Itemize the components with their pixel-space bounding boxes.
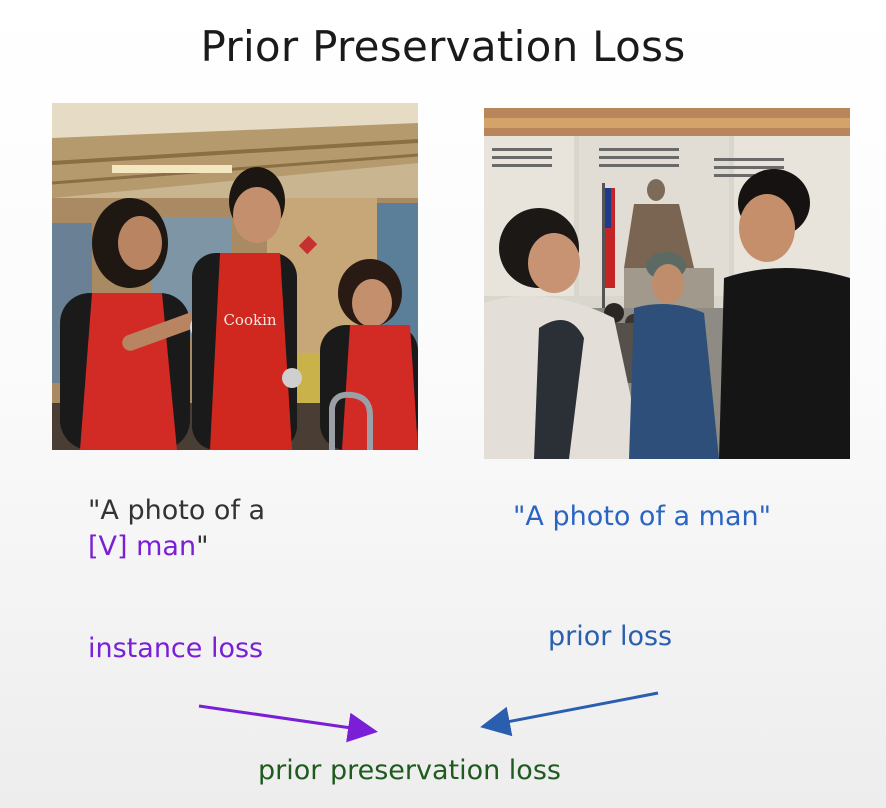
- instance-prompt: "A photo of a [V] man": [88, 493, 265, 565]
- instance-prompt-line1: "A photo of a: [88, 495, 266, 526]
- identifier-token: [V] man: [88, 531, 197, 562]
- instance-prompt-close-quote: ": [196, 531, 209, 562]
- instance-photo: Cookin: [52, 103, 418, 450]
- prior-preservation-loss-label: prior preservation loss: [258, 755, 561, 786]
- prior-loss-arrow: [480, 691, 659, 737]
- instance-prompt-line2: [V] man": [88, 529, 265, 565]
- instance-loss-arrow: [198, 704, 378, 743]
- class-prompt: "A photo of a man": [513, 501, 772, 532]
- prior-loss-label: prior loss: [548, 621, 673, 652]
- slide-title: Prior Preservation Loss: [200, 22, 686, 71]
- apron-logo-text: Cookin: [223, 311, 276, 329]
- prior-class-photo: [484, 108, 850, 459]
- instance-loss-label: instance loss: [88, 633, 264, 664]
